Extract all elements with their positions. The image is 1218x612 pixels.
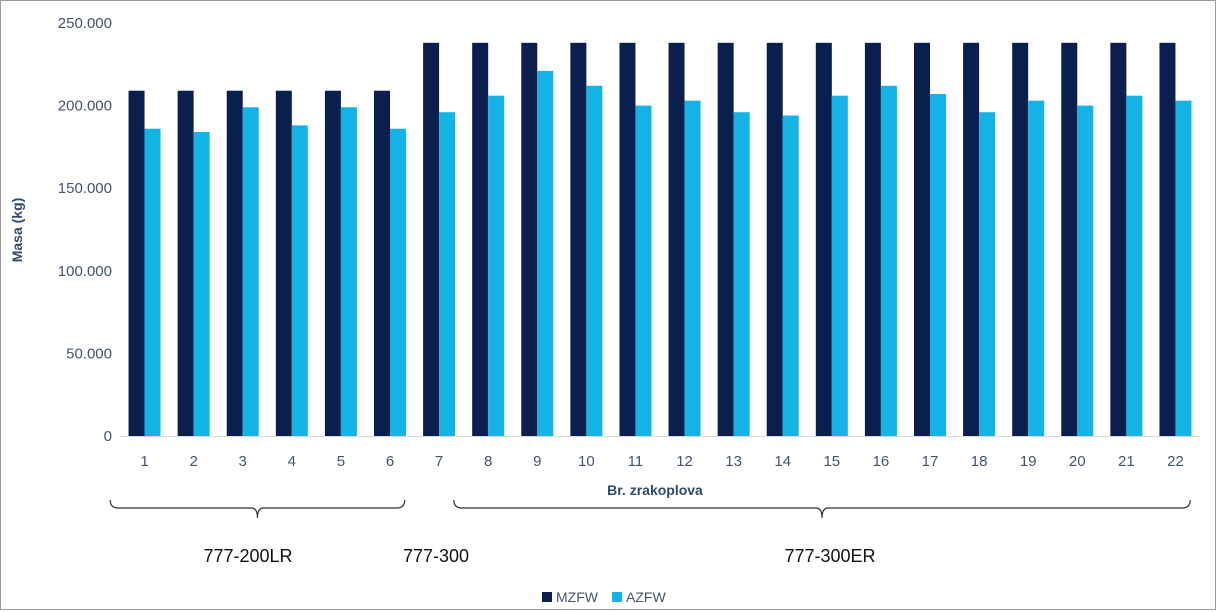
bar-mzfw-16	[864, 42, 881, 436]
bar-mzfw-15	[815, 42, 832, 436]
x-tick-label: 21	[1118, 453, 1135, 470]
bar-azfw-8	[488, 95, 505, 437]
x-tick-label: 20	[1069, 453, 1086, 470]
bar-azfw-11	[635, 105, 652, 436]
x-tick-label: 11	[628, 453, 644, 470]
bar-azfw-16	[880, 85, 897, 436]
bar-azfw-10	[586, 85, 603, 436]
x-tick-label: 16	[873, 453, 890, 470]
bar-mzfw-10	[570, 42, 587, 436]
bar-mzfw-13	[717, 42, 734, 436]
bar-azfw-20	[1077, 105, 1094, 436]
group-label-777-300ER: 777-300ER	[784, 546, 875, 566]
bar-azfw-21	[1126, 95, 1143, 437]
group-label-777-200LR: 777-200LR	[203, 546, 292, 566]
bar-mzfw-9	[521, 42, 538, 436]
bracket-777-200LR	[109, 499, 406, 519]
bar-mzfw-7	[423, 42, 440, 436]
bar-mzfw-6	[374, 90, 390, 437]
legend-label-mzfw: MZFW	[556, 589, 599, 605]
bar-mzfw-3	[226, 90, 243, 437]
group-label-777-300: 777-300	[403, 546, 469, 566]
bar-mzfw-2	[177, 90, 194, 437]
bar-mzfw-20	[1061, 42, 1078, 436]
legend-label-azfw: AZFW	[626, 589, 666, 605]
bar-mzfw-19	[1012, 42, 1029, 436]
x-tick-label: 15	[823, 453, 840, 470]
bar-azfw-14	[782, 115, 799, 437]
bar-mzfw-14	[766, 42, 783, 436]
x-tick-label: 19	[1020, 453, 1037, 470]
x-tick-label: 7	[435, 453, 443, 470]
bar-azfw-6	[390, 128, 406, 436]
bar-azfw-19	[1028, 100, 1045, 437]
x-tick-label: 18	[971, 453, 988, 470]
bar-mzfw-22	[1159, 42, 1176, 436]
y-tick-label: 100.000	[58, 263, 112, 280]
x-tick-label: 5	[337, 453, 345, 470]
x-axis-title: Br. zrakoplova	[607, 482, 703, 498]
bar-mzfw-8	[472, 42, 489, 436]
x-tick-label: 8	[484, 453, 492, 470]
bar-azfw-1	[144, 128, 161, 436]
bar-azfw-7	[439, 112, 456, 436]
x-tick-label: 9	[533, 453, 541, 470]
bar-azfw-2	[193, 132, 210, 437]
bar-azfw-5	[340, 107, 357, 436]
bar-mzfw-11	[619, 42, 636, 436]
bar-azfw-12	[684, 100, 701, 437]
y-tick-label: 50.000	[66, 345, 112, 362]
bar-azfw-9	[537, 70, 554, 437]
bar-azfw-22	[1175, 100, 1192, 437]
bar-mzfw-12	[668, 42, 685, 436]
legend-swatch-mzfw	[542, 592, 552, 602]
bar-mzfw-1	[128, 90, 145, 437]
y-tick-label: 150.000	[58, 180, 112, 197]
y-axis-title: Masa (kg)	[9, 198, 25, 263]
x-tick-label: 13	[725, 453, 742, 470]
x-tick-label: 14	[774, 453, 791, 470]
bar-mzfw-5	[324, 90, 341, 437]
x-tick-label: 10	[578, 453, 595, 470]
x-tick-label: 4	[288, 453, 296, 470]
bar-azfw-13	[733, 112, 750, 436]
bar-mzfw-17	[914, 42, 930, 436]
x-tick-label: 12	[676, 453, 693, 470]
bar-mzfw-21	[1110, 42, 1127, 436]
bar-azfw-15	[831, 95, 848, 437]
bar-mzfw-18	[963, 42, 980, 436]
x-tick-label: 17	[922, 453, 939, 470]
bar-azfw-4	[291, 125, 308, 436]
legend-swatch-azfw	[612, 592, 622, 602]
y-tick-label: 250.000	[58, 15, 112, 32]
bar-azfw-18	[979, 112, 996, 436]
y-tick-label: 0	[104, 428, 112, 445]
x-tick-label: 22	[1167, 453, 1184, 470]
x-tick-label: 2	[189, 453, 197, 470]
bar-mzfw-4	[275, 90, 292, 437]
y-tick-label: 200.000	[58, 98, 112, 115]
bracket-777-300ER	[453, 499, 1191, 519]
bar-azfw-3	[242, 107, 259, 436]
x-tick-label: 1	[140, 453, 148, 470]
x-tick-label: 6	[386, 453, 394, 470]
x-tick-label: 3	[239, 453, 247, 470]
bar-azfw-17	[930, 94, 946, 436]
